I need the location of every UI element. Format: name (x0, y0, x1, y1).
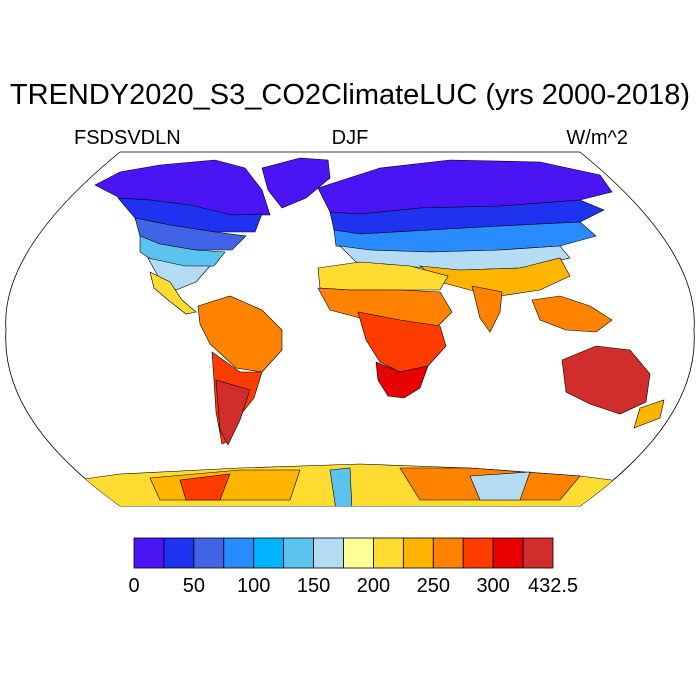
new-zealand (633, 399, 665, 429)
colorbar-tick-label: 100 (237, 575, 270, 597)
colorbar-tick-label: 432.5 (528, 575, 578, 597)
patagonia (215, 379, 251, 446)
world-map (5, 151, 695, 507)
colorbar-tick-label: 50 (183, 575, 205, 597)
colorbar-swatch (133, 537, 165, 569)
colorbar-tick-label: 300 (476, 575, 509, 597)
antarctica-wedge-b (469, 471, 531, 501)
colorbar-swatch (313, 537, 344, 569)
colorbar-swatch (492, 537, 524, 569)
colorbar-swatch (193, 537, 225, 569)
south-america-north (197, 295, 283, 373)
colorbar-swatch (432, 537, 464, 569)
colorbar-swatches (133, 537, 554, 569)
colorbar-tick-label: 250 (417, 575, 450, 597)
colorbar-swatch (373, 537, 404, 569)
map-title: TRENDY2020_S3_CO2ClimateLUC (yrs 2000-20… (9, 79, 691, 111)
colorbar-tick-label: 200 (357, 575, 390, 597)
variable-label: FSDSVDLN (74, 127, 181, 149)
units-label: W/m^2 (566, 127, 628, 149)
colorbar-tick-label: 0 (128, 575, 139, 597)
colorbar: 0 50 100 150 200 250 300 432.5 (128, 537, 578, 597)
africa-south (375, 361, 429, 399)
colorbar-swatch (462, 537, 494, 569)
colorbar-swatch (343, 537, 374, 569)
colorbar-ticks: 0 50 100 150 200 250 300 432.5 (128, 575, 578, 597)
colorbar-swatch (522, 537, 554, 569)
colorbar-swatch (223, 537, 255, 569)
colorbar-swatch (253, 537, 285, 569)
australia (561, 345, 651, 415)
season-label: DJF (331, 127, 369, 149)
colorbar-swatch (402, 537, 434, 569)
southeast-asia (531, 295, 613, 333)
antarctica-wedge-c (179, 473, 231, 501)
land-masses (19, 157, 691, 506)
africa-sahel (317, 287, 453, 327)
colorbar-tick-label: 150 (297, 575, 330, 597)
colorbar-swatch (163, 537, 195, 569)
antarctica-wedge-a (329, 467, 353, 506)
mexico (149, 271, 197, 315)
asia-south (419, 257, 571, 297)
north-america-mid (139, 235, 226, 269)
colorbar-swatch (283, 537, 314, 569)
india (471, 285, 503, 333)
